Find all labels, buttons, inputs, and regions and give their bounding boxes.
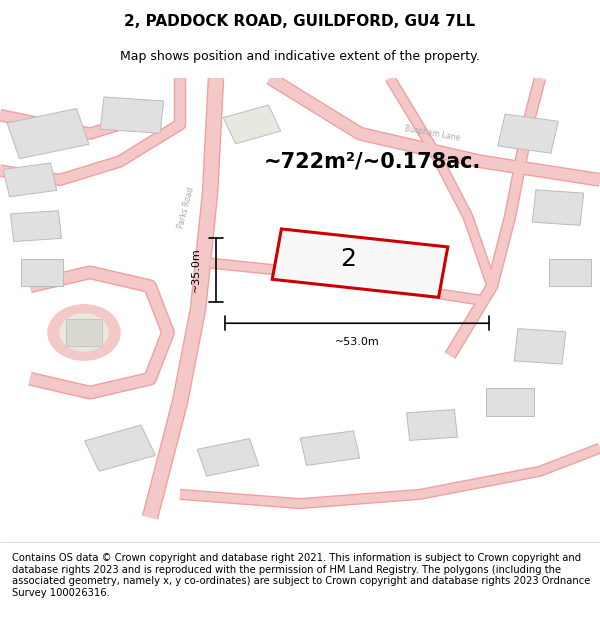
Polygon shape bbox=[3, 163, 57, 197]
Circle shape bbox=[60, 314, 108, 351]
Polygon shape bbox=[549, 259, 591, 286]
Polygon shape bbox=[11, 211, 61, 241]
Polygon shape bbox=[407, 409, 457, 441]
Polygon shape bbox=[197, 439, 259, 476]
Polygon shape bbox=[100, 97, 164, 133]
Text: 2, PADDOCK ROAD, GUILDFORD, GU4 7LL: 2, PADDOCK ROAD, GUILDFORD, GU4 7LL bbox=[124, 14, 476, 29]
Polygon shape bbox=[300, 431, 360, 466]
Polygon shape bbox=[7, 109, 89, 159]
Text: Burpham Lane: Burpham Lane bbox=[404, 124, 460, 143]
Text: Map shows position and indicative extent of the property.: Map shows position and indicative extent… bbox=[120, 50, 480, 62]
Polygon shape bbox=[223, 105, 281, 144]
Text: Contains OS data © Crown copyright and database right 2021. This information is : Contains OS data © Crown copyright and d… bbox=[12, 553, 590, 598]
Polygon shape bbox=[532, 190, 584, 226]
Circle shape bbox=[48, 305, 120, 360]
Polygon shape bbox=[85, 425, 155, 471]
Polygon shape bbox=[498, 114, 558, 153]
Polygon shape bbox=[514, 329, 566, 364]
Polygon shape bbox=[66, 319, 102, 346]
Text: ~35.0m: ~35.0m bbox=[191, 248, 201, 292]
Polygon shape bbox=[21, 259, 63, 286]
Text: Parks Road: Parks Road bbox=[176, 186, 196, 229]
Polygon shape bbox=[272, 229, 448, 298]
Text: ~53.0m: ~53.0m bbox=[335, 337, 379, 347]
Text: 2: 2 bbox=[340, 246, 356, 271]
Polygon shape bbox=[486, 388, 534, 416]
Text: ~722m²/~0.178ac.: ~722m²/~0.178ac. bbox=[263, 151, 481, 171]
